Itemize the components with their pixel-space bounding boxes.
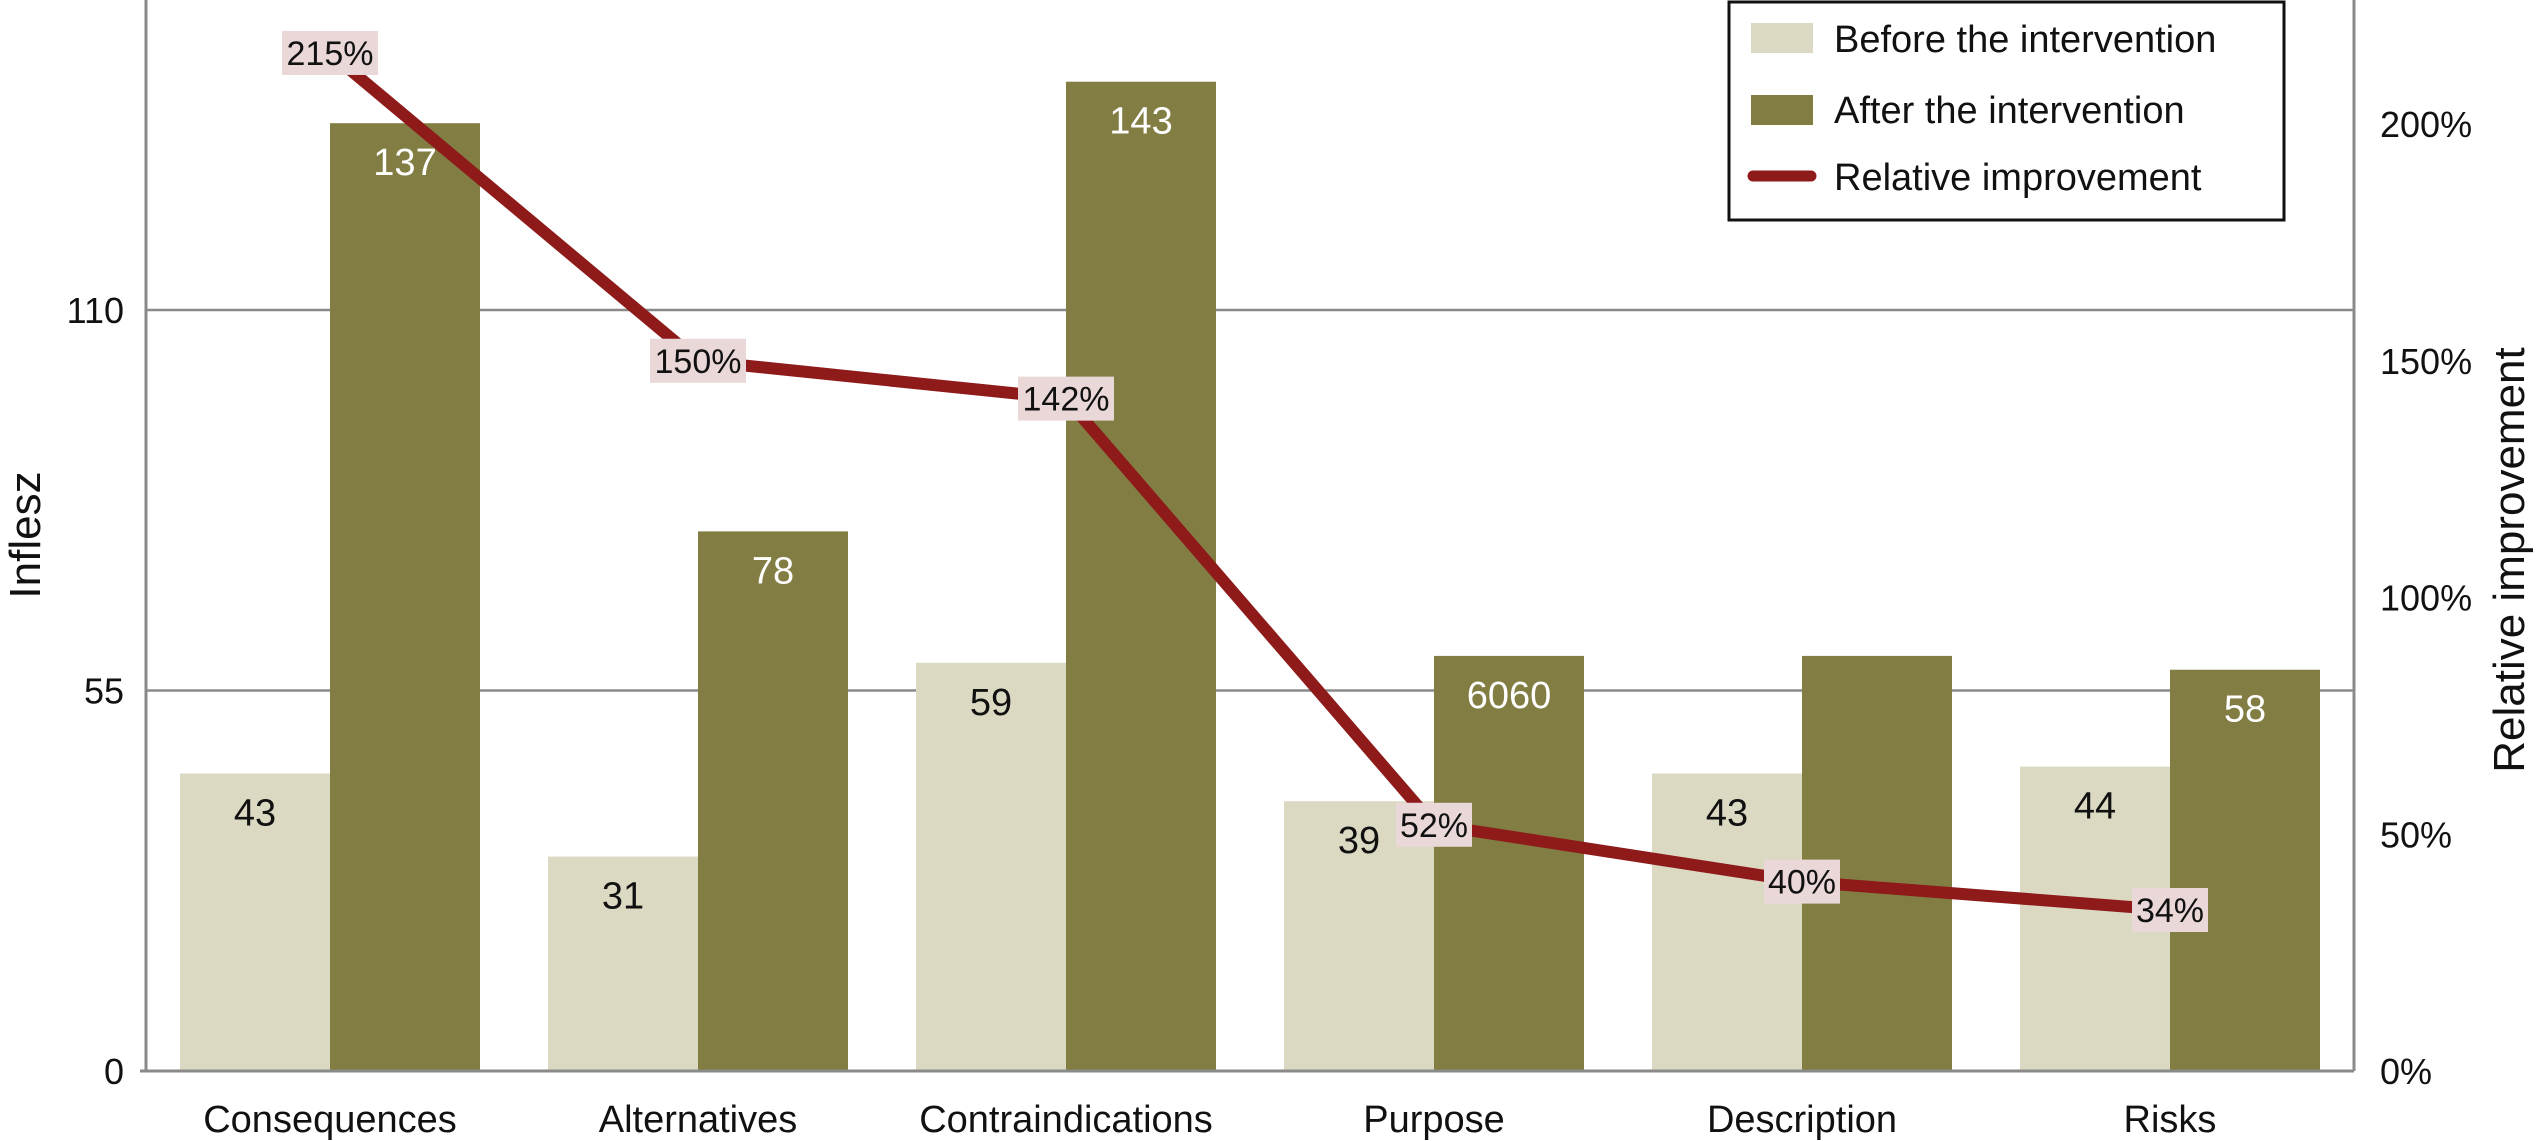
- y2-tick-label: 150%: [2380, 341, 2472, 382]
- legend-label-before: Before the intervention: [1834, 19, 2216, 61]
- bar-before-description: [1652, 773, 1802, 1071]
- y2-axis-title: Relative improvement: [2485, 347, 2534, 773]
- y-tick-label: 55: [84, 671, 124, 712]
- bar-before-contraindications: [916, 662, 1066, 1071]
- bars: [180, 81, 2320, 1071]
- category-label: Contraindications: [919, 1099, 1213, 1141]
- improvement-value: 150%: [655, 343, 742, 381]
- data-labels: 43 137 31 78 59 143 39 6060 43 44 58 215% 150% 142% 52…: [234, 30, 2266, 933]
- bar-after-risks: [2170, 669, 2320, 1071]
- improvement-value: 40%: [1768, 864, 1836, 902]
- category-label: Purpose: [1363, 1099, 1505, 1141]
- improvement-label-box: [2132, 888, 2208, 933]
- legend: Before the intervention After the interv…: [1727, 0, 2286, 222]
- legend-label-improvement: Relative improvement: [1834, 157, 2202, 199]
- bar-before-value: 59: [970, 682, 1012, 724]
- improvement-label-box: [1018, 376, 1114, 421]
- y2-tick-label: 100%: [2380, 578, 2472, 619]
- y-axis-title: Inflesz: [1, 471, 50, 598]
- bar-after-alternatives: [698, 531, 848, 1071]
- legend-swatch-before: [1751, 23, 1813, 53]
- y2-tick-label: 200%: [2380, 104, 2472, 145]
- category-label: Description: [1707, 1099, 1897, 1141]
- y-tick-label: 110: [67, 290, 124, 331]
- improvement-label-box: [650, 338, 746, 383]
- bar-after-value: 6060: [1467, 675, 1552, 717]
- legend-box: [1727, 0, 2286, 222]
- bar-after-purpose: [1434, 655, 1584, 1071]
- bar-before-value: 43: [234, 793, 276, 835]
- legend-swatch-after: [1751, 95, 1813, 125]
- bar-after-value: 78: [752, 550, 794, 592]
- improvement-value: 142%: [1023, 381, 1110, 419]
- bar-before-alternatives: [548, 856, 698, 1071]
- category-label: Risks: [2124, 1099, 2217, 1141]
- gridlines: [146, 308, 2354, 692]
- bar-after-contraindications: [1066, 81, 1216, 1071]
- category-label: Alternatives: [599, 1099, 798, 1141]
- bar-before-value: 39: [1338, 820, 1380, 862]
- bar-before-consequences: [180, 773, 330, 1071]
- improvement-value: 215%: [287, 35, 374, 73]
- y-tick-label: 0: [104, 1051, 124, 1092]
- bar-before-value: 43: [1706, 793, 1748, 835]
- improvement-label-box: [282, 30, 378, 75]
- bar-after-consequences: [330, 123, 480, 1071]
- bar-before-value: 44: [2074, 786, 2116, 828]
- y2-tick-label: 0%: [2380, 1051, 2432, 1092]
- improvement-value: 34%: [2136, 892, 2204, 930]
- y2-tick-label: 50%: [2380, 814, 2452, 855]
- improvement-label-box: [1396, 802, 1472, 847]
- category-label: Consequences: [203, 1099, 457, 1141]
- axes: 0 55 110 0% 50% 100% 150% 200% Consequences Alter…: [67, 0, 2472, 1141]
- improvement-value: 52%: [1400, 807, 1468, 845]
- bar-after-value: 58: [2224, 689, 2266, 731]
- improvement-line-path: [324, 46, 2176, 917]
- improvement-line: [324, 46, 2176, 917]
- legend-label-after: After the intervention: [1834, 90, 2185, 132]
- bar-after-value: 137: [373, 142, 436, 184]
- bar-before-value: 31: [602, 876, 644, 918]
- improvement-label-box: [1764, 859, 1840, 904]
- bar-after-value: 143: [1109, 101, 1172, 143]
